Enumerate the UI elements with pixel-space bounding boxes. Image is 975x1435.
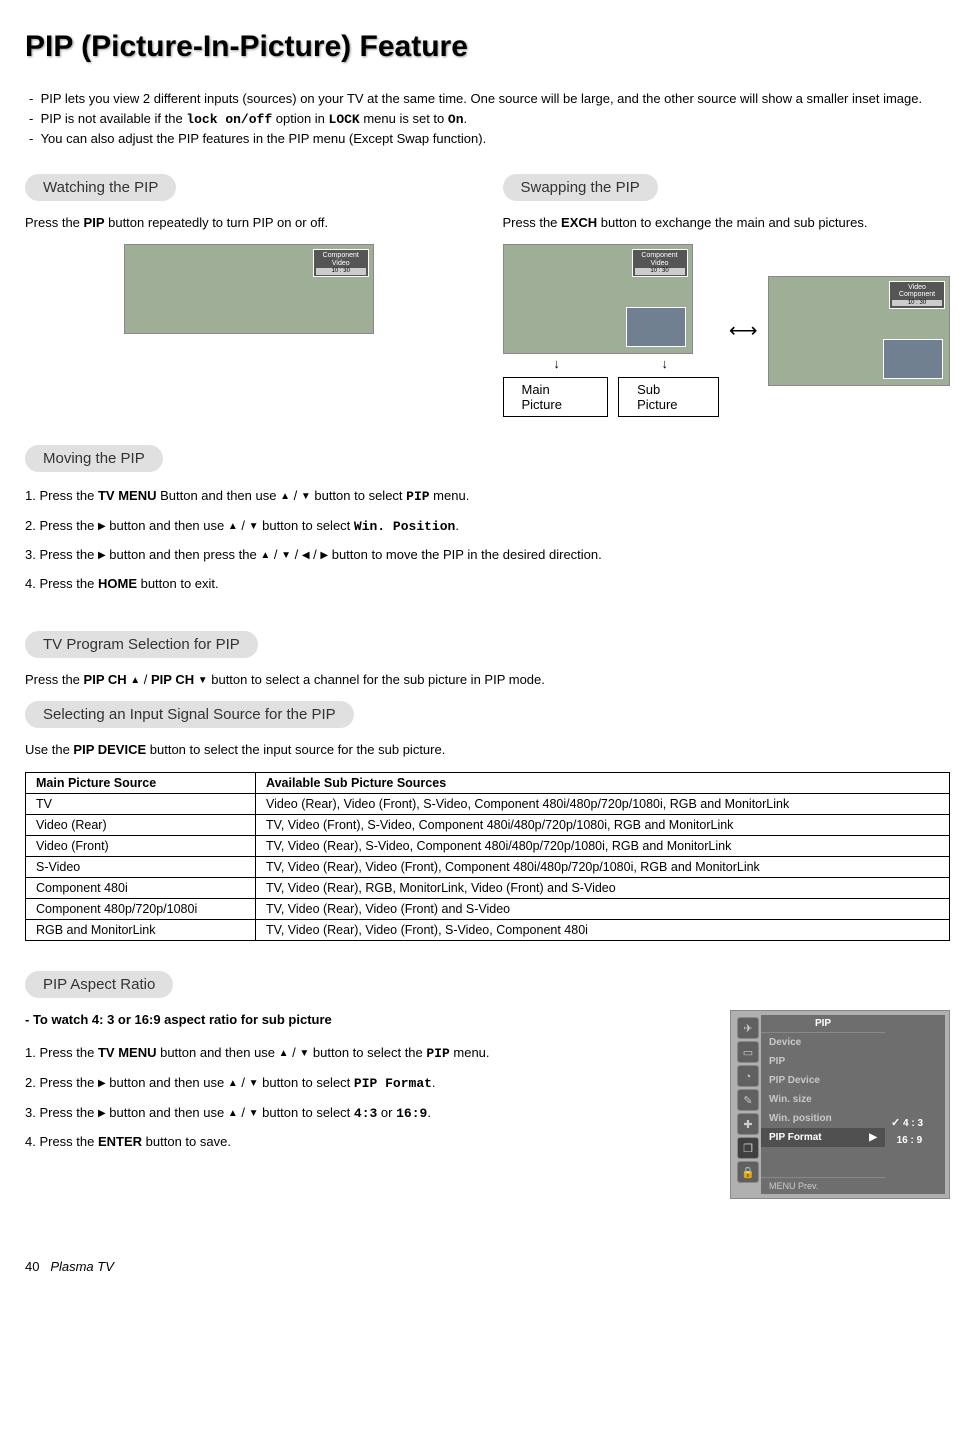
selecting-text: Use the PIP DEVICE button to select the … [25, 740, 950, 760]
tv-sub-inset [626, 307, 686, 347]
moving-section: Moving the PIP 1. Press the TV MENU Butt… [25, 445, 950, 597]
osd-icon-selected: ❐ [737, 1137, 759, 1159]
section-header-selecting: Selecting an Input Signal Source for the… [25, 701, 354, 728]
tv-preview-swap-before: Component Video 10 : 30 [503, 244, 693, 354]
tv-sub-inset [883, 339, 943, 379]
table-cell: TV, Video (Rear), Video (Front), Compone… [256, 856, 950, 877]
osd-item: Win. position [761, 1109, 885, 1128]
table-row: Component 480iTV, Video (Rear), RGB, Mon… [26, 877, 950, 898]
pip-badge: Video Component 10 : 30 [889, 281, 945, 309]
table-cell: TV, Video (Rear), Video (Front), S-Video… [256, 919, 950, 940]
table-cell: TV, Video (Rear), Video (Front) and S-Vi… [256, 898, 950, 919]
table-row: Video (Rear)TV, Video (Front), S-Video, … [26, 814, 950, 835]
watching-section: Watching the PIP Press the PIP button re… [25, 174, 473, 426]
watching-text: Press the PIP button repeatedly to turn … [25, 213, 473, 233]
swap-arrow-icon: ⟷ [729, 318, 758, 343]
step-item: 4. Press the ENTER button to save. [25, 1130, 710, 1155]
osd-item: PIP [761, 1052, 885, 1071]
osd-icon: 🔒 [737, 1161, 759, 1183]
table-header: Main Picture Source [26, 772, 256, 793]
page-title: PIP (Picture-In-Picture) Feature [25, 30, 950, 64]
osd-icon-strip: ✈ ▭ ◔ ✎ ✚ ❐ 🔒 [735, 1015, 761, 1194]
intro-item: - PIP lets you view 2 different inputs (… [25, 89, 950, 109]
intro-item: - You can also adjust the PIP features i… [25, 129, 950, 149]
table-cell: Video (Rear) [26, 814, 256, 835]
table-cell: TV, Video (Rear), S-Video, Component 480… [256, 835, 950, 856]
table-cell: TV [26, 793, 256, 814]
aspect-section: PIP Aspect Ratio - To watch 4: 3 or 16:9… [25, 971, 950, 1199]
table-cell: TV, Video (Front), S-Video, Component 48… [256, 814, 950, 835]
selecting-section: Selecting an Input Signal Source for the… [25, 701, 950, 941]
intro-list: - PIP lets you view 2 different inputs (… [25, 89, 950, 149]
step-item: 4. Press the HOME button to exit. [25, 572, 950, 597]
source-table: Main Picture Source Available Sub Pictur… [25, 772, 950, 941]
osd-options: ✓ 4 : 3 16 : 9 [885, 1015, 945, 1194]
osd-icon: ✚ [737, 1113, 759, 1135]
section-header-watching: Watching the PIP [25, 174, 176, 201]
section-header-moving: Moving the PIP [25, 445, 163, 472]
tv-preview-swap-after: Video Component 10 : 30 [768, 276, 950, 386]
table-cell: RGB and MonitorLink [26, 919, 256, 940]
table-row: Component 480p/720p/1080iTV, Video (Rear… [26, 898, 950, 919]
osd-icon: ◔ [737, 1065, 759, 1087]
osd-item-selected: PIP Format▶ [761, 1128, 885, 1147]
tv-preview-watching: Component Video 10 : 30 [124, 244, 374, 334]
step-item: 3. Press the ▶ button and then use ▲ / ▼… [25, 1101, 710, 1127]
step-item: 1. Press the TV MENU Button and then use… [25, 484, 950, 510]
intro-item: - PIP is not available if the lock on/of… [25, 109, 950, 130]
step-item: 2. Press the ▶ button and then use ▲ / ▼… [25, 1071, 710, 1097]
main-picture-label: Main Picture [503, 377, 609, 417]
osd-option: 16 : 9 [885, 1132, 945, 1149]
swapping-text: Press the EXCH button to exchange the ma… [503, 213, 951, 233]
swapping-section: Swapping the PIP Press the EXCH button t… [503, 174, 951, 426]
table-cell: Video (Rear), Video (Front), S-Video, Co… [256, 793, 950, 814]
osd-item: Device [761, 1033, 885, 1052]
section-header-aspect: PIP Aspect Ratio [25, 971, 173, 998]
osd-icon: ✎ [737, 1089, 759, 1111]
osd-option: ✓ 4 : 3 [885, 1113, 945, 1132]
table-cell: Video (Front) [26, 835, 256, 856]
table-row: Video (Front)TV, Video (Rear), S-Video, … [26, 835, 950, 856]
osd-title: PIP [761, 1015, 885, 1033]
table-cell: S-Video [26, 856, 256, 877]
table-cell: Component 480p/720p/1080i [26, 898, 256, 919]
section-header-tvprog: TV Program Selection for PIP [25, 631, 258, 658]
osd-item: Win. size [761, 1090, 885, 1109]
table-cell: TV, Video (Rear), RGB, MonitorLink, Vide… [256, 877, 950, 898]
sub-picture-label: Sub Picture [618, 377, 719, 417]
table-row: RGB and MonitorLinkTV, Video (Rear), Vid… [26, 919, 950, 940]
tvprog-text: Press the PIP CH ▲ / PIP CH ▼ button to … [25, 670, 950, 690]
step-item: 3. Press the ▶ button and then press the… [25, 543, 950, 568]
tvprog-section: TV Program Selection for PIP Press the P… [25, 631, 950, 690]
pip-badge: Component Video 10 : 30 [313, 249, 369, 277]
section-header-swapping: Swapping the PIP [503, 174, 658, 201]
table-cell: Component 480i [26, 877, 256, 898]
page-footer: 40 Plasma TV [25, 1259, 950, 1274]
osd-item: PIP Device [761, 1071, 885, 1090]
osd-menu: ✈ ▭ ◔ ✎ ✚ ❐ 🔒 PIP Device PIP PIP Device … [730, 1010, 950, 1199]
arrow-down-icon: ↓ [553, 356, 560, 371]
step-item: 1. Press the TV MENU button and then use… [25, 1041, 710, 1067]
osd-icon: ✈ [737, 1017, 759, 1039]
osd-footer: MENU Prev. [761, 1177, 885, 1194]
table-row: TVVideo (Rear), Video (Front), S-Video, … [26, 793, 950, 814]
table-header: Available Sub Picture Sources [256, 772, 950, 793]
step-item: 2. Press the ▶ button and then use ▲ / ▼… [25, 514, 950, 540]
arrow-down-icon: ↓ [662, 356, 669, 371]
aspect-subhead: - To watch 4: 3 or 16:9 aspect ratio for… [25, 1010, 710, 1030]
table-row: S-VideoTV, Video (Rear), Video (Front), … [26, 856, 950, 877]
osd-icon: ▭ [737, 1041, 759, 1063]
pip-badge: Component Video 10 : 30 [632, 249, 688, 277]
